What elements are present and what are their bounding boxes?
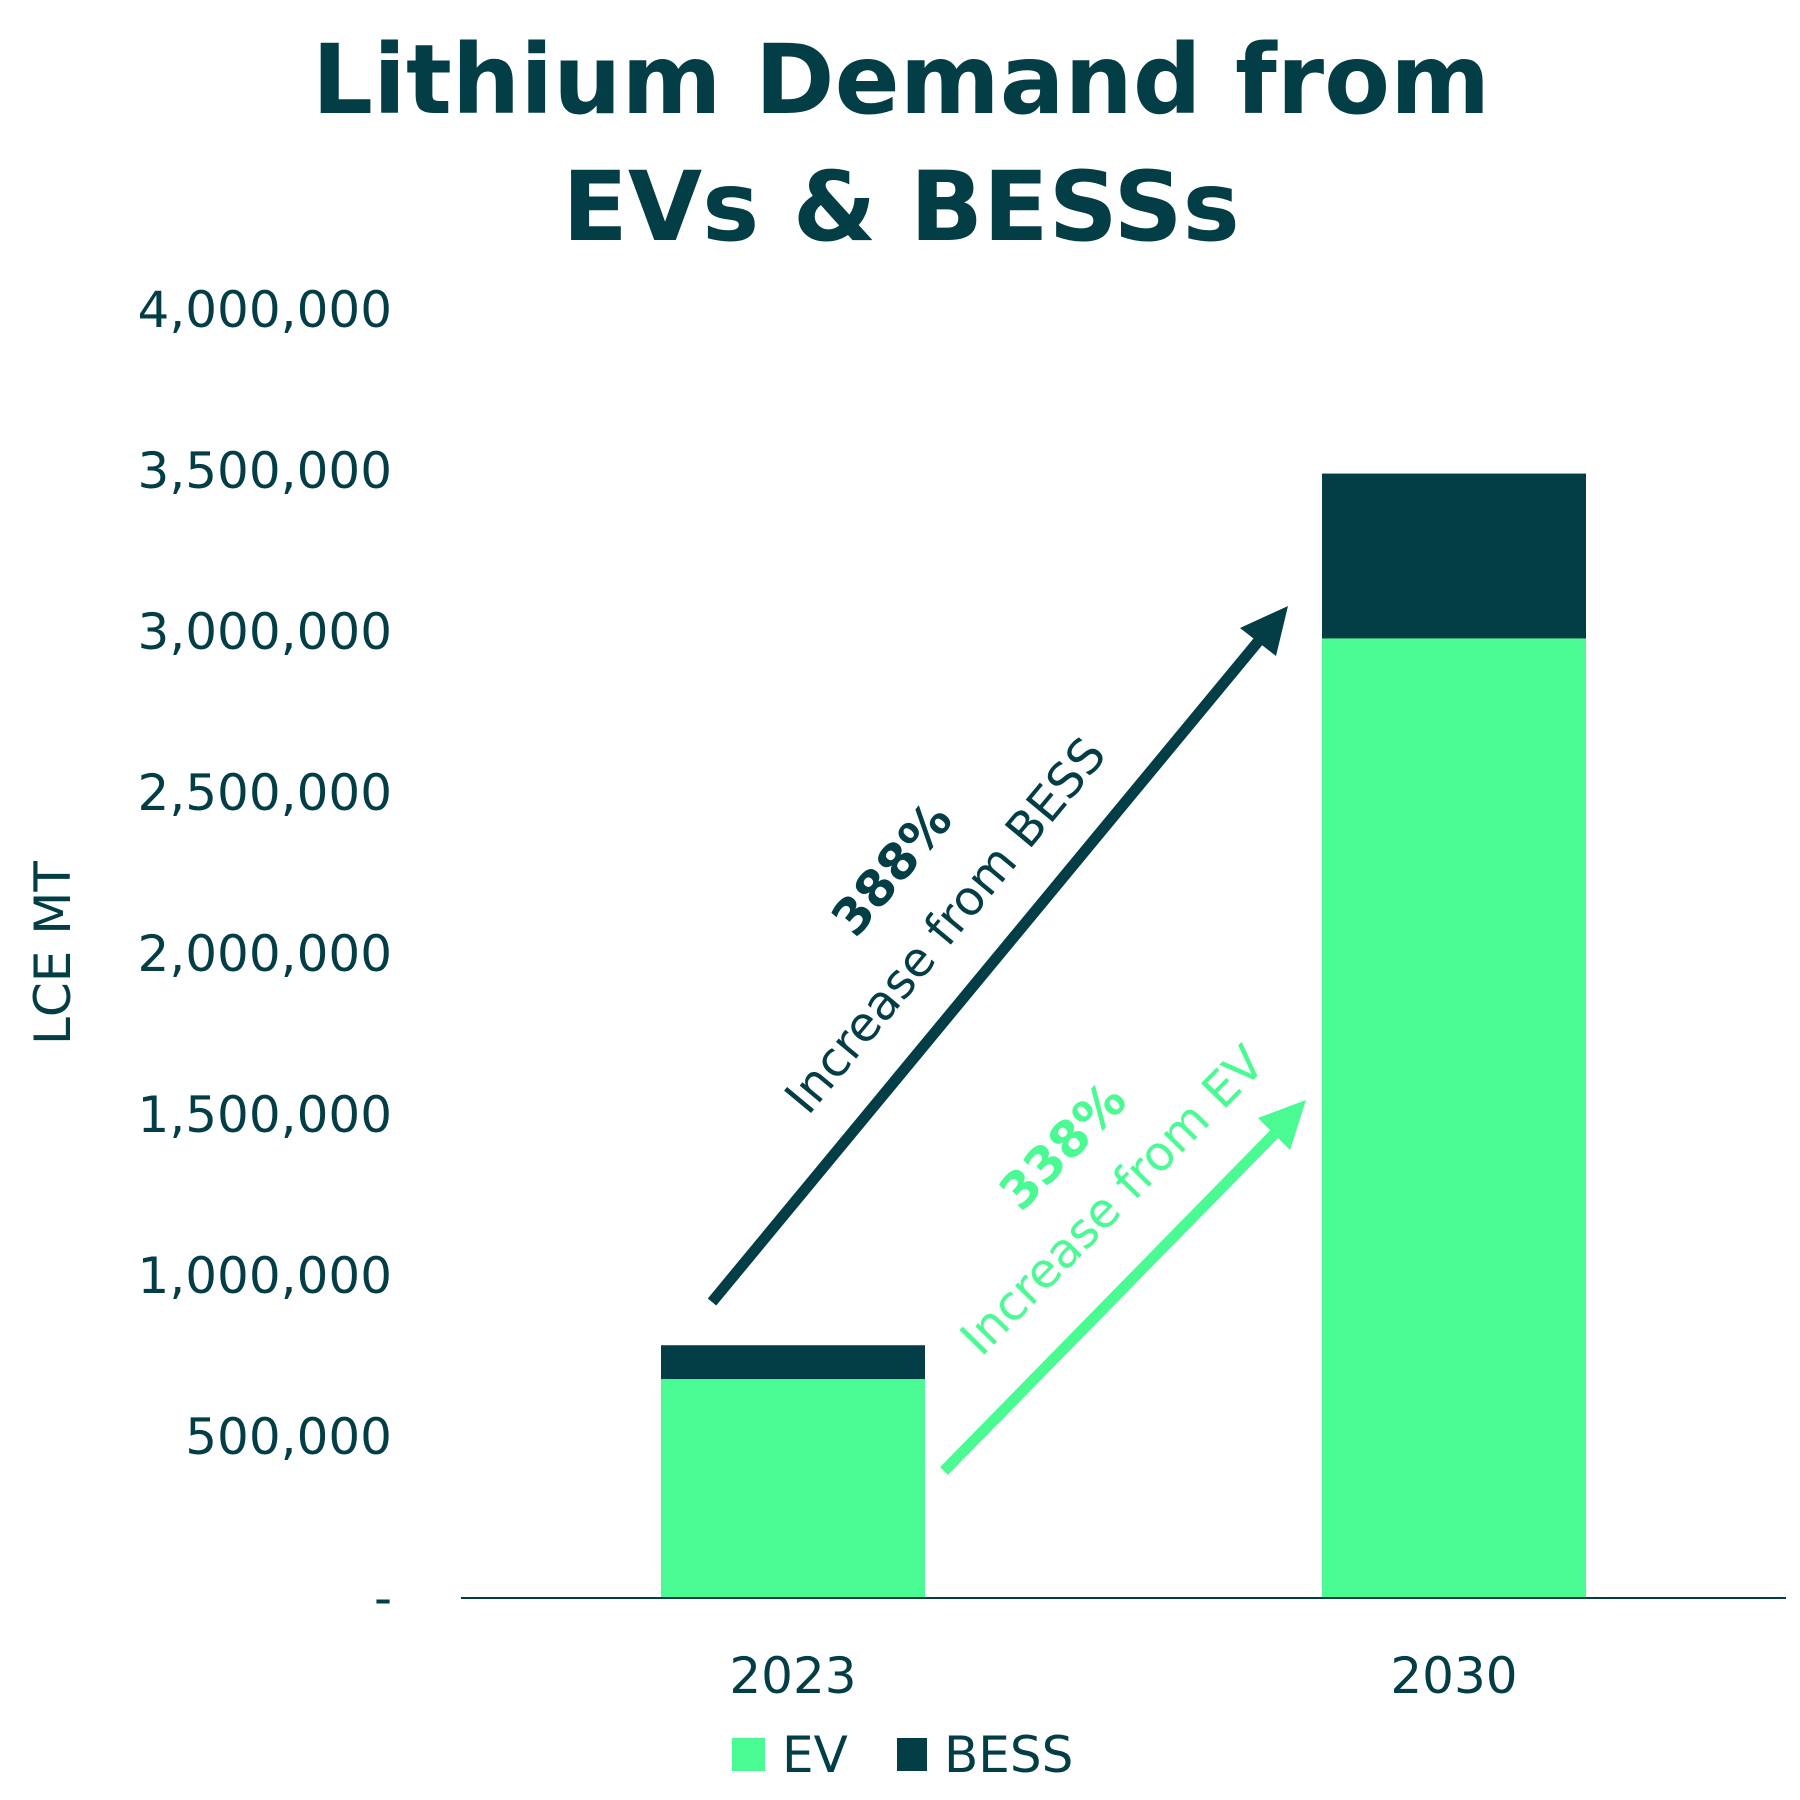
y-tick-label: 3,000,000	[138, 603, 392, 661]
bess-increase-label: Increase from BESS	[774, 727, 1117, 1124]
y-tick-label: 500,000	[185, 1408, 392, 1466]
y-axis-label: LCE MT	[24, 861, 82, 1045]
legend-label-bess: BESS	[944, 1726, 1073, 1784]
x-tick-label: 2023	[729, 1647, 856, 1705]
bar-bess-2023	[661, 1345, 925, 1380]
y-tick-label: 2,500,000	[138, 764, 392, 822]
bess-increase-arrow	[707, 606, 1288, 1306]
y-tick-label: 4,000,000	[138, 281, 392, 339]
y-tick-label: -	[374, 1569, 392, 1627]
legend-swatch-ev	[732, 1738, 765, 1771]
ev-increase-arrow	[940, 1100, 1306, 1475]
chart-title-line-1: Lithium Demand from	[312, 24, 1490, 136]
legend: EV BESS	[732, 1726, 1073, 1784]
legend-label-ev: EV	[782, 1726, 848, 1784]
bar-ev-2030	[1322, 638, 1586, 1598]
x-tick-label: 2030	[1390, 1647, 1517, 1705]
y-tick-label: 1,000,000	[138, 1247, 392, 1305]
y-tick-label: 1,500,000	[138, 1086, 392, 1144]
bar-ev-2023	[661, 1379, 925, 1598]
bar-bess-2030	[1322, 473, 1586, 639]
y-tick-label: 3,500,000	[138, 442, 392, 500]
chart-title-line-2: EVs & BESSs	[562, 151, 1239, 263]
y-tick-label: 2,000,000	[138, 925, 392, 983]
legend-swatch-bess	[897, 1738, 927, 1771]
ev-increase-label: Increase from EV	[950, 1035, 1276, 1366]
